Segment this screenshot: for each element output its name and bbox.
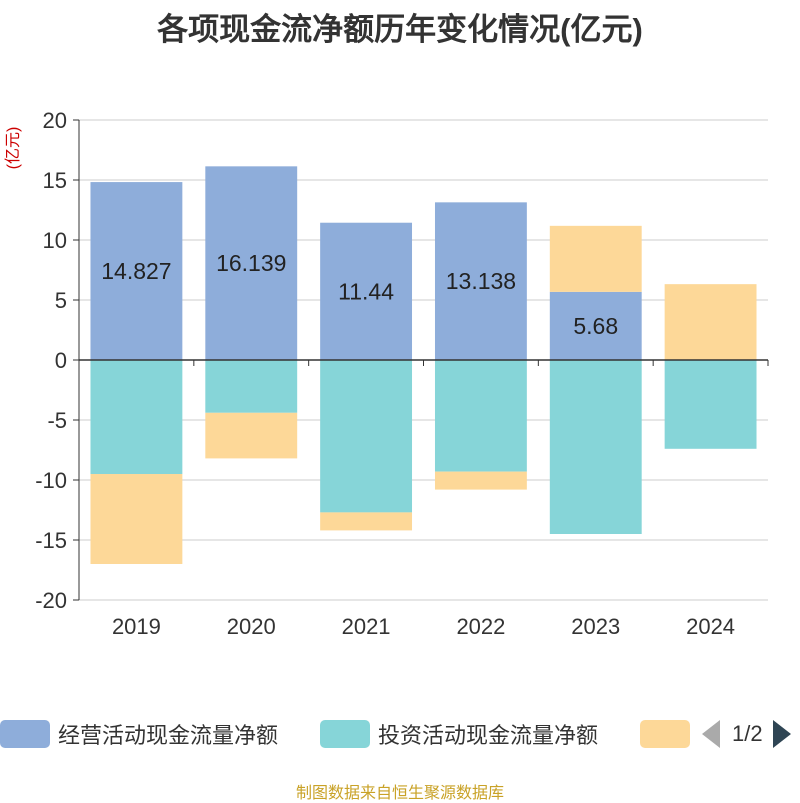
x-tick-label: 2023	[571, 614, 620, 639]
data-label: 16.139	[216, 250, 286, 276]
bar-financing-2024	[665, 284, 757, 360]
bar-investing-2021	[320, 360, 412, 512]
y-tick-label: 10	[43, 228, 67, 253]
bar-investing-2022	[435, 360, 527, 472]
bar-investing-2023	[550, 360, 642, 534]
bar-financing-2021	[320, 512, 412, 530]
bar-investing-2020	[205, 360, 297, 413]
data-label: 14.827	[101, 258, 171, 284]
pager-prev-arrow-icon[interactable]	[702, 720, 720, 748]
y-tick-label: 0	[55, 348, 67, 373]
pager-next-arrow-icon[interactable]	[773, 720, 791, 748]
legend-swatch-investing	[320, 720, 370, 748]
legend-swatch-operating	[0, 720, 50, 748]
legend-item-operating[interactable]: 经营活动现金流量净额	[0, 716, 278, 752]
y-tick-label: 15	[43, 168, 67, 193]
bar-financing-2023	[550, 226, 642, 292]
pager-page-indicator: 1/2	[732, 721, 763, 747]
y-tick-label: 5	[55, 288, 67, 313]
y-tick-label: -15	[35, 528, 67, 553]
x-tick-label: 2021	[342, 614, 391, 639]
legend-swatch-financing	[640, 720, 690, 748]
bar-financing-2022	[435, 472, 527, 490]
bar-financing-2019	[90, 474, 182, 564]
y-tick-label: -20	[35, 588, 67, 613]
bar-investing-2024	[665, 360, 757, 449]
y-axis-unit-label: (亿元)	[4, 127, 22, 170]
source-note: 制图数据来自恒生聚源数据库	[0, 779, 800, 803]
data-label: 11.44	[338, 278, 394, 304]
legend-pager: 1/2	[702, 716, 791, 752]
chart-area: 20 15 10 5 0 -5 -10 -15 -20 (亿元) 2019 2020 2021 2022 2…	[0, 0, 800, 700]
y-tick-label: -10	[35, 468, 67, 493]
x-tick-label: 2020	[227, 614, 276, 639]
legend-item-financing[interactable]	[640, 716, 698, 752]
legend-item-investing[interactable]: 投资活动现金流量净额	[320, 716, 598, 752]
legend-label: 经营活动现金流量净额	[58, 718, 278, 750]
x-tick-label: 2022	[456, 614, 505, 639]
bar-investing-2019	[90, 360, 182, 474]
legend-label: 投资活动现金流量净额	[378, 718, 598, 750]
x-tick-label: 2019	[112, 614, 161, 639]
y-tick-label: -5	[47, 408, 67, 433]
x-tick-label: 2024	[686, 614, 735, 639]
bar-financing-2020	[205, 413, 297, 459]
legend: 经营活动现金流量净额 投资活动现金流量净额	[0, 716, 800, 752]
data-label: 5.68	[573, 313, 618, 339]
data-label: 13.138	[446, 268, 516, 294]
y-tick-label: 20	[43, 108, 67, 133]
